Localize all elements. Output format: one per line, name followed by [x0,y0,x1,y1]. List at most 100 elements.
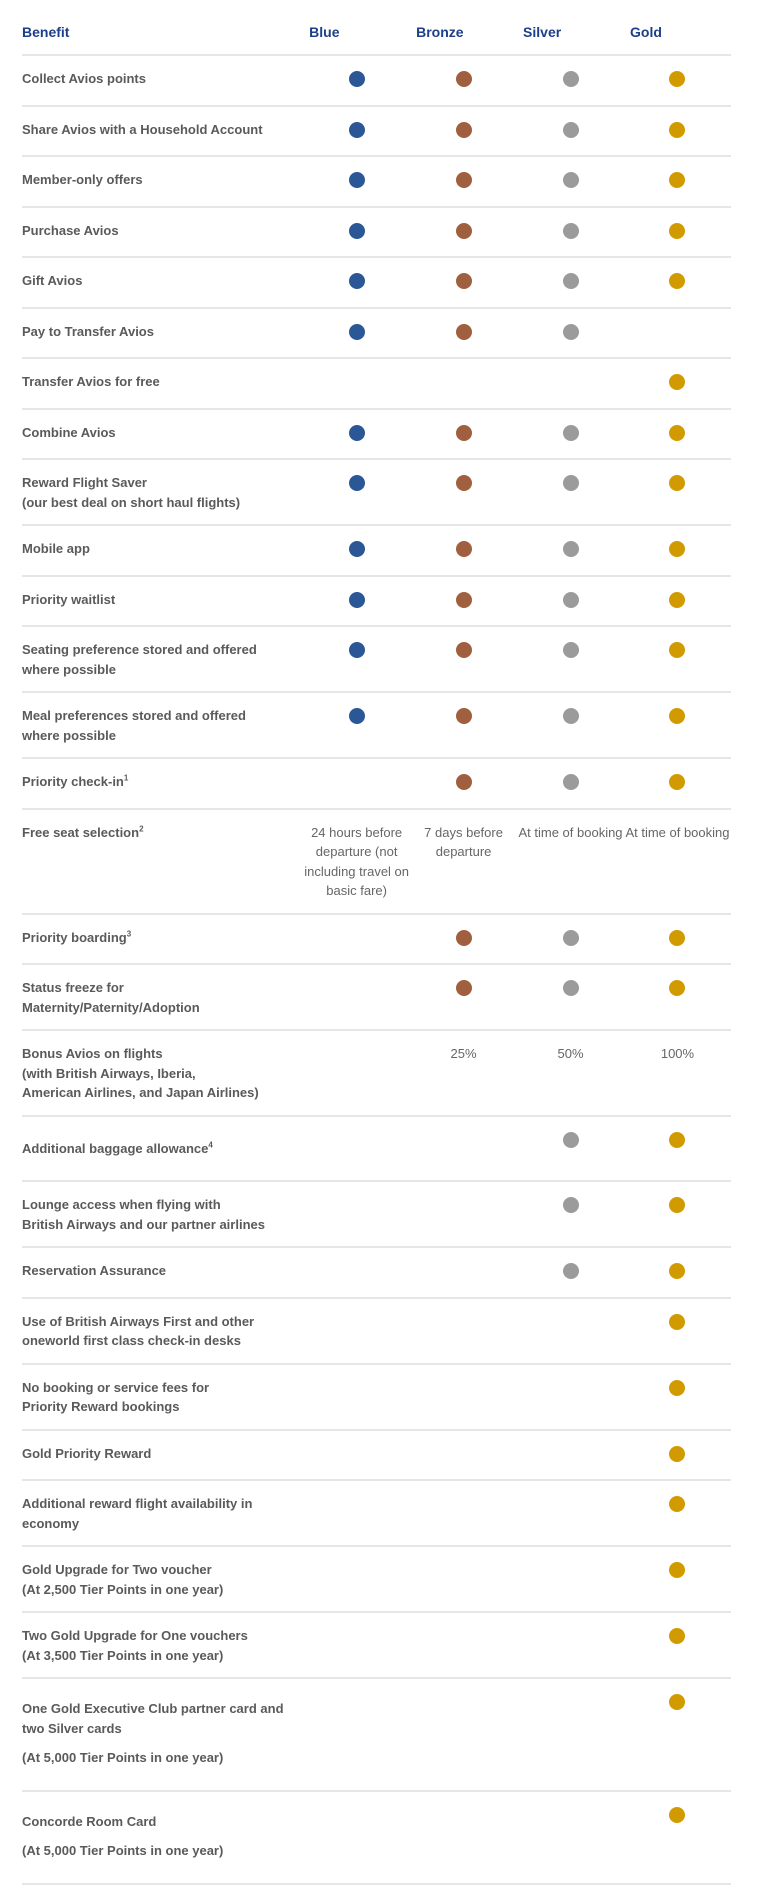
bronze-included-dot-icon [456,425,472,441]
blue-cell: 24 hours before departure (not including… [303,809,410,914]
benefit-label-text: Maternity/Paternity/Adoption [22,1000,200,1015]
benefit-label-line: oneworld first class check-in desks [22,1331,303,1351]
benefit-label: Gift Avios [22,257,303,308]
silver-included-dot-icon [563,1132,579,1148]
table-row: Combine Avios [22,409,731,460]
gold-included-dot-icon [669,71,685,87]
gold-included-dot-icon [669,122,685,138]
silver-included-dot-icon [563,223,579,239]
benefit-label-text: Bonus Avios on flights [22,1046,163,1061]
table-row: Member-only offers [22,156,731,207]
blue-cell [303,1181,410,1247]
gold-cell [624,459,731,525]
bronze-value: 7 days before departure [424,825,503,860]
silver-cell [517,1430,624,1481]
silver-cell [517,156,624,207]
benefit-label-line: Pay to Transfer Avios [22,322,303,342]
benefit-label-line: Additional reward flight availability in [22,1494,303,1514]
gold-cell [624,55,731,106]
blue-cell [303,1298,410,1364]
silver-cell: 50% [517,1030,624,1116]
bronze-cell [410,55,517,106]
gold-cell [624,1247,731,1298]
table-row: Gold Upgrade for Two voucher(At 2,500 Ti… [22,1546,731,1612]
blue-cell [303,55,410,106]
benefit-label-text: where possible [22,662,116,677]
benefit-label-line: economy [22,1514,303,1534]
gold-cell [624,1546,731,1612]
silver-cell [517,1364,624,1430]
benefit-label-line: (with British Airways, Iberia, [22,1064,303,1084]
benefit-label-text: Status freeze for [22,980,124,995]
gold-included-dot-icon [669,374,685,390]
benefit-label-line: Member-only offers [22,170,303,190]
silver-included-dot-icon [563,172,579,188]
gold-cell [624,1678,731,1791]
bronze-cell: 7 days before departure [410,809,517,914]
benefit-label: Additional baggage allowance4 [22,1116,303,1182]
gold-included-dot-icon [669,980,685,996]
blue-cell [303,692,410,758]
header-bronze: Bronze [410,18,517,55]
benefit-label-line: Lounge access when flying with [22,1195,303,1215]
bronze-cell [410,525,517,576]
benefit-label: Additional reward flight availability in… [22,1480,303,1546]
benefit-label: Pay to Transfer Avios [22,308,303,359]
benefit-label: Gold Upgrade for Two voucher(At 2,500 Ti… [22,1546,303,1612]
gold-included-dot-icon [669,708,685,724]
table-row: One Gold Executive Club partner card and… [22,1678,731,1791]
bronze-included-dot-icon [456,592,472,608]
gold-cell: 100% [624,1030,731,1116]
gold-included-dot-icon [669,1562,685,1578]
table-row: Reward Flight Saver (our best deal on sho… [22,459,731,525]
silver-cell [517,525,624,576]
silver-cell [517,207,624,258]
table-row: Priority waitlist [22,576,731,627]
bronze-cell: 25% [410,1030,517,1116]
benefit-label-line: No booking or service fees for [22,1378,303,1398]
blue-included-dot-icon [349,324,365,340]
gold-cell [624,207,731,258]
bronze-included-dot-icon [456,980,472,996]
footnote-marker: 1 [124,774,128,783]
bronze-cell [410,257,517,308]
benefit-label-text: Reward Flight Saver [22,475,147,490]
blue-value: 24 hours before departure (not including… [304,825,409,899]
bronze-cell [410,308,517,359]
silver-cell [517,459,624,525]
silver-cell [517,1480,624,1546]
benefit-label-line: two Silver cards [22,1719,303,1739]
table-row: Additional baggage allowance4 [22,1116,731,1182]
blue-included-dot-icon [349,425,365,441]
benefit-label-text: Priority waitlist [22,592,115,607]
gold-cell: At time of booking [624,809,731,914]
table-row: Mobile app [22,525,731,576]
bronze-cell [410,1678,517,1791]
table-row: Gift Avios [22,257,731,308]
silver-value: At time of booking [518,825,622,840]
silver-included-dot-icon [563,71,579,87]
benefit-label-text: Gift Avios [22,273,82,288]
bronze-cell [410,626,517,692]
benefit-label-text: Pay to Transfer Avios [22,324,154,339]
gold-included-dot-icon [669,1628,685,1644]
benefit-label-text: Member-only offers [22,172,143,187]
silver-included-dot-icon [563,642,579,658]
table-row: Two Gold Upgrade for One vouchers(At 3,5… [22,1612,731,1678]
bronze-cell [410,1181,517,1247]
blue-cell [303,626,410,692]
silver-included-dot-icon [563,324,579,340]
silver-included-dot-icon [563,592,579,608]
blue-included-dot-icon [349,475,365,491]
gold-cell [624,1364,731,1430]
gold-cell [624,1298,731,1364]
benefit-label-text: (our best deal on short haul flights) [22,495,240,510]
silver-included-dot-icon [563,425,579,441]
bronze-included-dot-icon [456,708,472,724]
silver-cell: At time of booking [517,809,624,914]
benefit-label-text: Priority check-in [22,774,124,789]
bronze-cell [410,964,517,1030]
benefit-label-line: Additional baggage allowance4 [22,1139,303,1159]
